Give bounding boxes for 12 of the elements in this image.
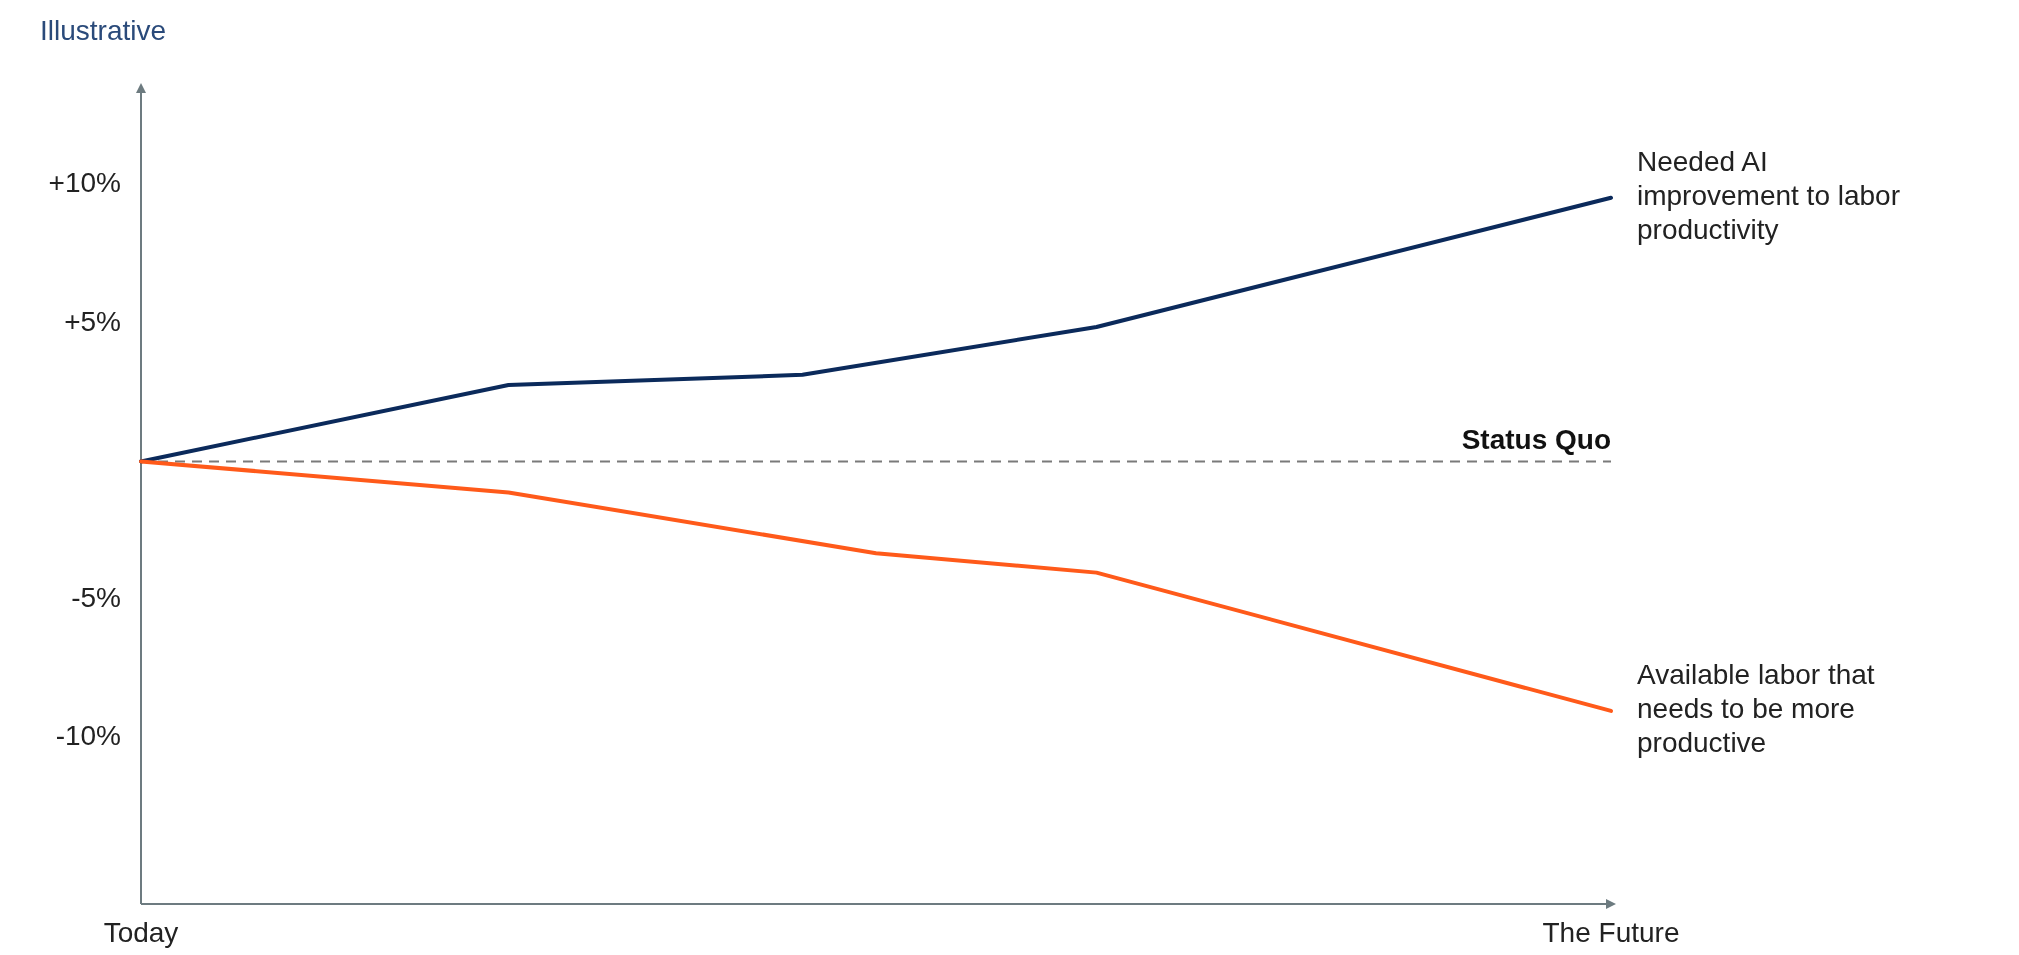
y-tick-label: +10% [48,167,121,199]
series-label: Needed AI improvement to labor productivity [1637,146,1901,246]
y-tick-label: -5% [71,582,121,614]
y-tick-label: -10% [55,720,121,752]
line-series [139,459,1613,713]
series-label: Available labor that needs to be more productive [1637,659,1875,759]
line-series [139,195,1613,464]
chart-subtitle: Illustrative [40,15,167,46]
x-tick-label: The Future [1542,917,1680,948]
x-tick-label: Today [103,917,179,948]
y-tick-label: +5% [64,305,121,337]
ref-line-label: Status Quo [1461,424,1611,456]
